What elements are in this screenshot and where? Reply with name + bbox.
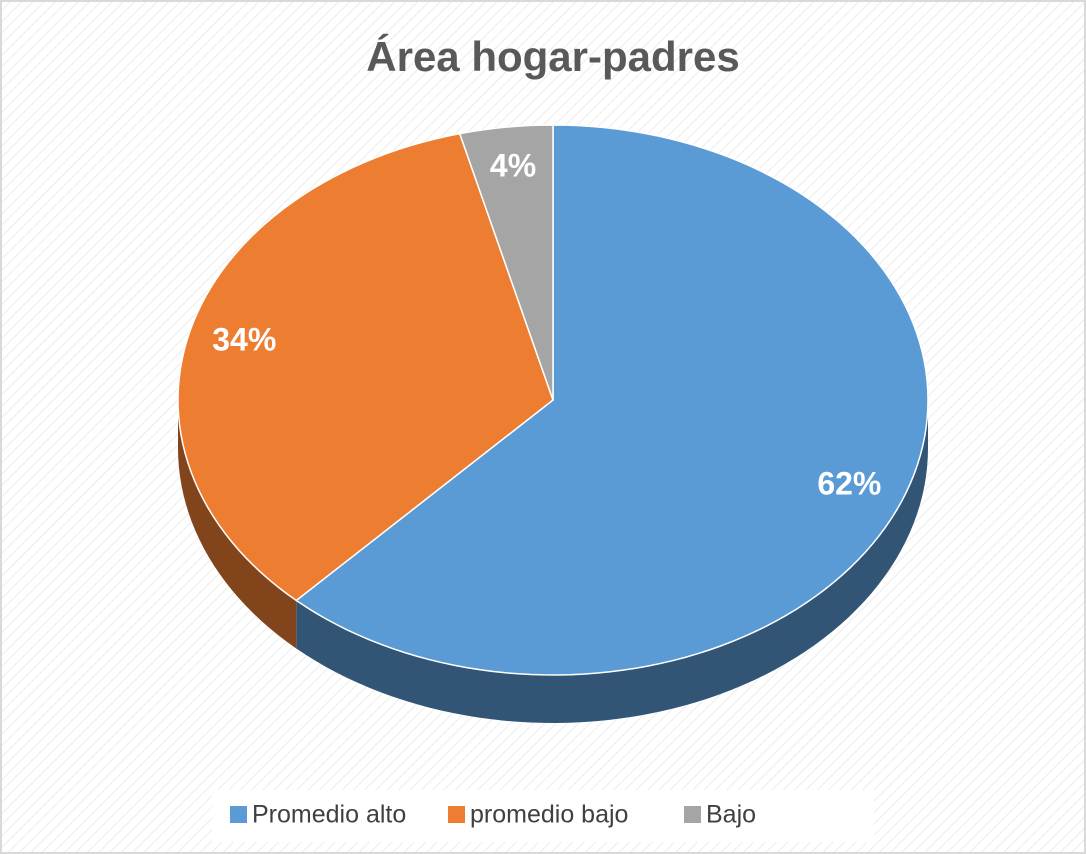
chart-title: Área hogar-padres — [366, 33, 739, 80]
data-label: 34% — [212, 321, 276, 357]
legend: Promedio alto promedio bajo Bajo — [230, 801, 756, 829]
slice-side — [296, 400, 929, 723]
legend-marker — [230, 806, 247, 823]
legend-label: Promedio alto — [252, 801, 406, 829]
legend-marker — [448, 806, 465, 823]
legend-box — [212, 790, 874, 842]
legend-label: promedio bajo — [470, 801, 628, 829]
data-label: 62% — [817, 466, 881, 502]
legend-label: Bajo — [706, 801, 756, 829]
slice — [177, 132, 554, 602]
slice — [458, 124, 554, 401]
legend-marker — [684, 806, 701, 823]
pie: 62% 34% 4% — [177, 124, 929, 723]
data-label: 4% — [490, 148, 536, 184]
slice-side — [178, 400, 297, 649]
slice — [295, 124, 929, 676]
